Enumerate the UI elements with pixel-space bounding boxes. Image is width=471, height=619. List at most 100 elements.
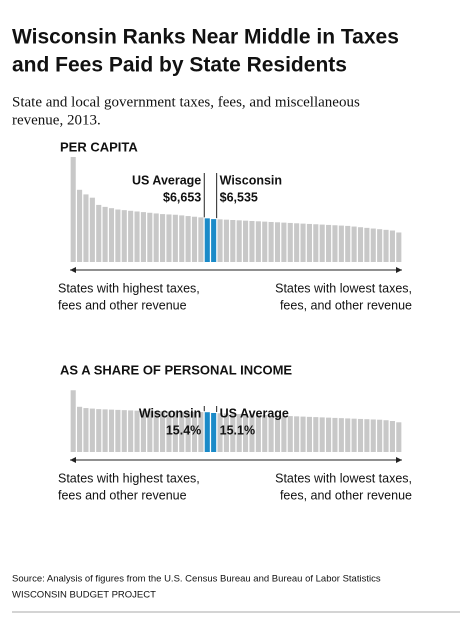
bar — [140, 212, 146, 262]
bar — [179, 411, 185, 452]
arrowhead — [70, 457, 76, 463]
annotation-label: Wisconsin — [220, 173, 282, 187]
bar — [191, 411, 198, 452]
bar — [274, 415, 281, 452]
bar — [134, 410, 140, 452]
left-note: States with highest taxes, — [58, 471, 200, 485]
subtitle: State and local government taxes, fees, … — [12, 94, 360, 110]
bar — [364, 227, 370, 262]
right-note: States with lowest taxes, — [275, 471, 412, 485]
bar — [306, 416, 312, 452]
subtitle: revenue, 2013. — [12, 112, 101, 128]
bar — [249, 220, 255, 262]
bar — [217, 219, 223, 262]
bar — [96, 409, 102, 452]
chart-title: PER CAPITA — [60, 139, 138, 154]
bar — [166, 214, 172, 262]
bar — [223, 219, 229, 262]
bar — [172, 411, 178, 452]
bar — [268, 415, 274, 452]
bar — [300, 223, 306, 262]
bar — [204, 218, 210, 262]
title: and Fees Paid by State Residents — [12, 54, 347, 77]
bar — [370, 228, 376, 262]
bar — [294, 416, 300, 452]
bar — [351, 418, 357, 452]
bar — [185, 411, 191, 452]
bar — [326, 224, 332, 262]
bar — [262, 221, 268, 262]
bar — [338, 225, 344, 262]
bar — [160, 411, 166, 452]
source: Source: Analysis of figures from the U.S… — [12, 574, 381, 585]
bar — [262, 415, 268, 452]
bar — [249, 414, 255, 452]
bar — [389, 421, 395, 452]
bar — [147, 410, 153, 452]
bar — [121, 210, 127, 262]
bar — [77, 406, 83, 452]
bar — [191, 216, 198, 262]
credit: WISCONSIN BUDGET PROJECT — [12, 590, 156, 601]
bar — [70, 157, 76, 262]
bar — [255, 414, 261, 452]
bar — [383, 420, 389, 452]
arrowhead — [396, 267, 402, 273]
bar — [338, 418, 344, 452]
annotation-value: 15.1% — [220, 423, 255, 437]
bar — [364, 419, 370, 452]
bar — [287, 416, 293, 452]
bar — [134, 211, 140, 262]
bar — [166, 411, 172, 452]
bar — [147, 212, 153, 262]
bar — [332, 417, 338, 452]
annotation-label: US Average — [220, 406, 289, 420]
bar — [160, 214, 166, 262]
bar — [96, 204, 102, 262]
arrowhead — [396, 457, 402, 463]
bar — [223, 413, 229, 452]
bar — [89, 408, 95, 452]
bar — [268, 221, 274, 262]
bar — [236, 414, 242, 452]
bar — [83, 194, 89, 262]
bar — [396, 232, 402, 262]
bar — [140, 410, 146, 452]
bar — [108, 208, 115, 262]
bar — [332, 225, 338, 262]
arrowhead — [70, 267, 76, 273]
bar — [128, 410, 134, 452]
title: Wisconsin Ranks Near Middle in Taxes — [12, 26, 399, 49]
bar — [281, 222, 287, 262]
bar — [351, 226, 357, 262]
bar — [172, 214, 178, 262]
bar — [153, 213, 159, 262]
bar — [211, 412, 217, 452]
bar — [121, 410, 127, 452]
left-note: fees and other revenue — [58, 488, 187, 502]
bar — [255, 221, 261, 262]
bar — [377, 419, 383, 452]
bar — [357, 418, 364, 452]
bar — [77, 189, 83, 262]
left-note: fees and other revenue — [58, 298, 187, 312]
bar — [179, 215, 185, 262]
right-note: fees, and other revenue — [280, 488, 412, 502]
bar — [185, 216, 191, 262]
bar — [319, 417, 325, 452]
bar — [198, 412, 204, 452]
bar — [313, 224, 319, 262]
annotation-label: US Average — [132, 173, 201, 187]
bar — [115, 209, 121, 262]
left-note: States with highest taxes, — [58, 281, 200, 295]
bar — [377, 229, 383, 262]
bar — [326, 417, 332, 452]
chart-title: AS A SHARE OF PERSONAL INCOME — [60, 362, 292, 377]
bar — [243, 414, 249, 452]
annotation-value: $6,653 — [163, 190, 201, 204]
annotation-value: 15.4% — [166, 423, 201, 437]
annotation-label: Wisconsin — [139, 406, 201, 420]
bar — [83, 408, 89, 452]
right-note: States with lowest taxes, — [275, 281, 412, 295]
bar — [300, 416, 306, 452]
